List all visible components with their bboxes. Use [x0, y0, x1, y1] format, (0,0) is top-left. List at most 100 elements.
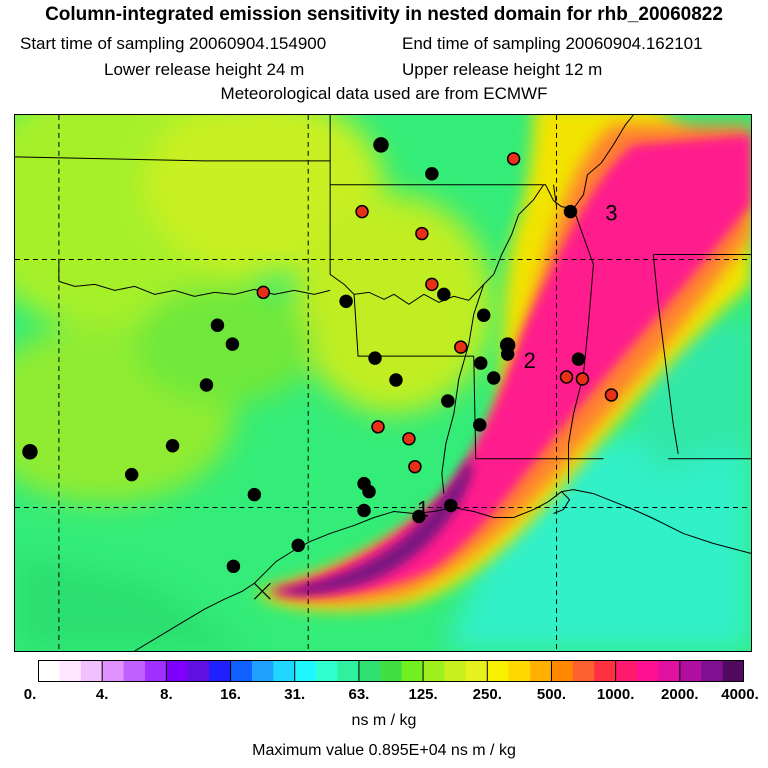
station-black [473, 418, 487, 432]
colorbar-tick-label: 16. [220, 686, 241, 703]
colorbar-segment [572, 660, 595, 682]
land-gradient [15, 115, 494, 504]
colorbar-segment [530, 660, 552, 682]
colorbar-segment [123, 660, 146, 682]
end-time-label: End time of sampling 20060904.162101 [402, 34, 703, 53]
start-time-label: Start time of sampling 20060904.154900 [20, 34, 327, 53]
station-black [412, 509, 426, 524]
station-red [575, 372, 590, 386]
station-black [247, 487, 262, 502]
region-label-3: 3 [605, 201, 617, 226]
station-red [402, 432, 416, 446]
region-label-1: 1 [417, 497, 429, 522]
station-red [415, 226, 429, 241]
station-red [408, 459, 422, 474]
colorbar-segment [337, 660, 360, 682]
station-black [486, 371, 501, 385]
colorbar-segment [59, 660, 82, 682]
maximum-value-label: Maximum value 0.895E+04 ns m / kg [252, 742, 516, 759]
colorbar-segment [380, 660, 403, 682]
colorbar-segment [187, 660, 210, 682]
colorbar-segment [722, 660, 744, 682]
station-black [441, 394, 455, 408]
station-black [373, 137, 389, 153]
plume-peak [272, 458, 473, 595]
station-red [256, 285, 271, 300]
colorbar-segment [80, 660, 103, 682]
colorbar-segment [401, 660, 424, 682]
colorbar-segment [465, 660, 488, 682]
colorbar-tick-label: 8. [160, 686, 173, 703]
station-black [165, 439, 180, 453]
release-site-marker [253, 582, 271, 600]
colorbar-segment [679, 660, 702, 682]
colorbar-segments [38, 660, 744, 682]
station-black [425, 167, 439, 181]
colorbar-segment [551, 660, 574, 682]
station-black [474, 356, 488, 370]
colorbar-segment [508, 660, 531, 682]
colorbar-tick-label: 4000. [721, 686, 759, 703]
station-black [225, 337, 240, 351]
colorbar-tick-label: 500. [536, 686, 567, 703]
colorbar-segment [102, 660, 125, 682]
station-black [210, 318, 225, 332]
station-red [355, 204, 369, 219]
colorbar-segment [637, 660, 659, 682]
station-black [563, 204, 578, 219]
colorbar-tick-label: 1000. [596, 686, 635, 703]
colorbar-tick-label: 0. [23, 686, 37, 703]
colorbar-segment [251, 660, 274, 682]
colorbar-segment [358, 660, 381, 682]
colorbar-segment [230, 660, 253, 682]
meteorological-data-label: Meteorological data used are from ECMWF [220, 84, 548, 103]
colorbar-tick-label: 250. [472, 686, 502, 703]
colorbar-segment [144, 660, 167, 682]
state-boundaries [15, 115, 751, 494]
sensitivity-map: 1 2 3 [14, 114, 752, 652]
colorbar-segment [316, 660, 339, 682]
colorbar-segment [594, 660, 617, 682]
station-black [362, 484, 376, 499]
colorbar-segment [487, 660, 510, 682]
station-markers [22, 137, 619, 574]
lower-release-label: Lower release height 24 m [104, 60, 305, 79]
colorbar-tick-marks [38, 660, 744, 682]
station-black [22, 444, 38, 460]
colorbar-segment [273, 660, 296, 682]
station-black [389, 373, 403, 387]
colorbar-segment [701, 660, 724, 682]
upper-release-label: Upper release height 12 m [402, 60, 603, 79]
colorbar-segment [166, 660, 189, 682]
station-red [506, 152, 521, 166]
station-red [371, 420, 385, 434]
colorbar [38, 660, 744, 682]
station-black [571, 352, 586, 366]
station-red [425, 277, 439, 292]
station-red [559, 370, 574, 384]
colorbar-tick-label: 125. [408, 686, 438, 703]
region-label-2: 2 [524, 348, 536, 373]
colorbar-segment [615, 660, 638, 682]
station-black [476, 308, 491, 322]
colorbar-tick-label: 63. [348, 686, 370, 703]
station-black [437, 287, 451, 302]
coastline [134, 489, 751, 651]
station-black [339, 294, 353, 309]
station-black [500, 347, 515, 361]
colorbar-segment [658, 660, 681, 682]
plume-core [269, 134, 751, 597]
station-black [368, 351, 382, 365]
colorbar-segment [294, 660, 317, 682]
colorbar-tick-label: 2000. [661, 686, 699, 703]
colorbar-segment [423, 660, 445, 682]
station-red [604, 388, 619, 402]
station-black [291, 538, 305, 553]
station-red [454, 340, 468, 354]
colorbar-segment [38, 660, 60, 682]
station-black [357, 503, 371, 518]
station-black [444, 498, 458, 513]
station-black [226, 559, 241, 574]
map-title: Column-integrated emission sensitivity i… [45, 4, 723, 25]
colorbar-tick-label: 4. [95, 686, 109, 703]
